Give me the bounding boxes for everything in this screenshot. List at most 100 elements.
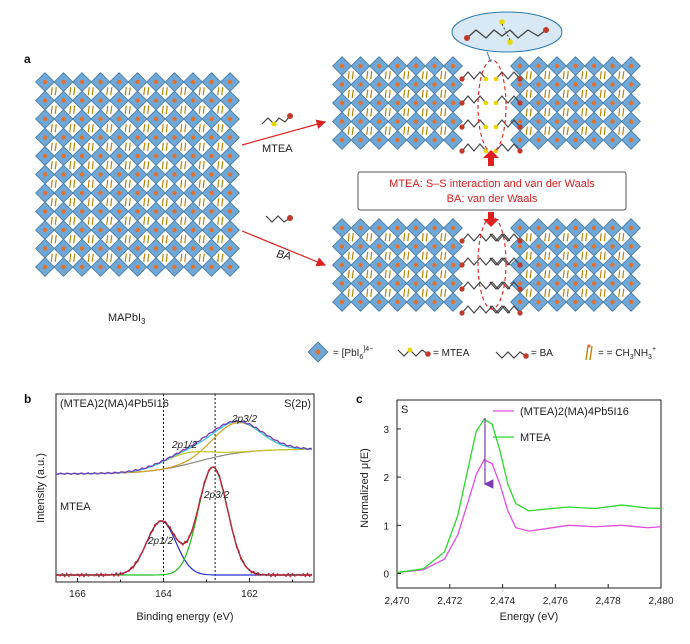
pbi6-octahedron <box>406 273 428 297</box>
pbi6-octahedron <box>109 109 131 133</box>
ma-cation <box>124 161 131 170</box>
ma-cation <box>50 198 57 207</box>
ma-cation <box>180 87 187 96</box>
pbi6-octahedron <box>406 236 428 260</box>
pbi6-octahedron <box>369 74 391 98</box>
ma-cation <box>581 270 588 279</box>
x-tick-label: 2,478 <box>596 596 621 607</box>
ma-cation <box>544 270 551 279</box>
pbi6-octahedron <box>424 218 447 242</box>
ma-cation <box>180 198 187 207</box>
ma-cation <box>366 288 373 297</box>
ma-cation <box>366 71 373 80</box>
pbi6-octahedron <box>90 220 113 244</box>
ma-cation <box>198 253 205 262</box>
pbi6-octahedron <box>35 238 57 262</box>
mtea-molecule <box>493 95 523 106</box>
pbi6-octahedron <box>220 164 240 185</box>
pbi6-octahedron <box>146 127 168 151</box>
ba-molecule <box>459 305 511 316</box>
ma-cation <box>525 270 532 279</box>
pbi6-octahedron <box>183 90 205 114</box>
mtea-molecule <box>493 119 523 130</box>
pbi6-octahedron <box>127 220 150 244</box>
pbi6-octahedron <box>164 238 187 262</box>
ma-cation <box>143 105 150 114</box>
pbi6-octahedron <box>602 236 625 260</box>
ma-cation <box>544 288 551 297</box>
pbi6-octahedron <box>127 109 150 133</box>
pbi6-octahedron <box>332 74 354 98</box>
ma-cation <box>544 251 551 260</box>
ma-cation <box>544 108 551 117</box>
pbi6-octahedron <box>565 74 588 98</box>
mtea-molecule <box>459 143 489 154</box>
ma-cation <box>384 89 391 98</box>
pbi6-octahedron <box>547 130 567 150</box>
pbi6-octahedron <box>424 93 447 117</box>
pbi6-octahedron <box>53 164 76 188</box>
ma-cation <box>106 216 113 225</box>
pbi6-octahedron <box>127 201 150 225</box>
ma-cation <box>384 126 391 135</box>
xps-top-fit-12 <box>55 448 312 475</box>
pbi6-octahedron <box>90 257 111 277</box>
arrow-to-ba <box>241 230 327 267</box>
mtea-molecule <box>459 119 489 130</box>
mtea-molecule <box>493 143 523 154</box>
x-tick-label: 2,480 <box>648 596 673 607</box>
pbi6-octahedron <box>621 74 641 95</box>
pbi6-octahedron <box>72 109 94 133</box>
pbi6-octahedron <box>528 74 551 98</box>
pbi6-octahedron <box>602 74 625 98</box>
ma-cation <box>581 251 588 260</box>
pbi6-octahedron <box>72 201 94 225</box>
ma-cation <box>180 253 187 262</box>
ma-cation <box>562 108 569 117</box>
pbi6-octahedron <box>109 127 131 151</box>
pbi6-octahedron <box>565 292 586 312</box>
ma-cation <box>347 126 354 135</box>
pbi6-octahedron <box>127 164 150 188</box>
pbi6-octahedron <box>332 218 354 242</box>
ma-cation <box>618 89 625 98</box>
legend-ba: = BA <box>495 348 553 359</box>
pbi6-octahedron <box>90 183 113 207</box>
xps-mtea-label: MTEA <box>60 501 91 513</box>
pbi6-octahedron <box>35 183 57 207</box>
interaction-arrow-down <box>483 212 499 227</box>
x-tick-label: 2,470 <box>384 596 409 607</box>
pbi6-octahedron <box>35 72 57 96</box>
ma-cation <box>525 108 532 117</box>
ma-cation <box>124 87 131 96</box>
pbi6-octahedron <box>109 257 129 277</box>
ba-molecule <box>459 257 511 268</box>
ma-cation <box>217 161 224 170</box>
ma-cation <box>124 216 131 225</box>
ba-molecule-icon <box>265 215 293 223</box>
pbi6-octahedron <box>565 236 588 260</box>
ma-cation <box>69 161 76 170</box>
xps-plot-frame <box>55 393 315 583</box>
pbi6-octahedron <box>35 146 57 170</box>
pbi6-octahedron <box>53 90 76 114</box>
pbi6-octahedron <box>146 257 166 277</box>
mtea-molecule <box>459 95 489 106</box>
ma-cation <box>347 233 354 242</box>
pbi6-octahedron <box>146 109 168 133</box>
ma-cation <box>161 124 168 133</box>
pbi6-octahedron <box>424 74 447 98</box>
pbi6-octahedron <box>35 164 57 188</box>
pbi6-octahedron <box>90 164 113 188</box>
x-tick-label: 166 <box>69 589 86 600</box>
ma-cation <box>599 89 606 98</box>
pbi6-octahedron <box>72 257 92 277</box>
ma-cation <box>544 126 551 135</box>
pbi6-octahedron <box>406 130 426 150</box>
pbi6-octahedron <box>127 90 150 114</box>
pbi6-octahedron <box>146 201 168 225</box>
ma-cation <box>87 161 94 170</box>
pbi6-octahedron <box>443 56 463 76</box>
ba-molecule <box>459 281 511 292</box>
ma-cation <box>106 253 113 262</box>
